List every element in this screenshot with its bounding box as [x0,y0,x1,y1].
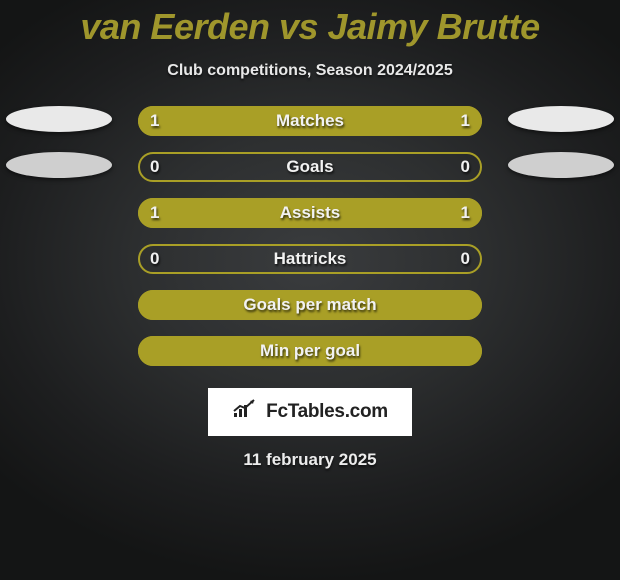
value-right: 1 [461,198,470,228]
bar-label: Assists [138,198,482,228]
stat-row-matches: 1 Matches 1 [0,106,620,152]
logo-box: FcTables.com [208,388,412,436]
pill-left [6,106,112,132]
value-right: 0 [461,152,470,182]
stat-rows: 1 Matches 1 0 Goals 0 1 Assists 1 [0,106,620,382]
logo-text: FcTables.com [266,401,388,423]
stat-row-mpg: Min per goal [0,336,620,382]
bar-label: Hattricks [138,244,482,274]
stat-row-goals: 0 Goals 0 [0,152,620,198]
pill-left [6,152,112,178]
subtitle: Club competitions, Season 2024/2025 [0,62,620,80]
bar-label: Matches [138,106,482,136]
date-label: 11 february 2025 [0,450,620,470]
stat-row-hattricks: 0 Hattricks 0 [0,244,620,290]
bar-label: Goals [138,152,482,182]
stat-row-gpm: Goals per match [0,290,620,336]
bar-label: Goals per match [138,290,482,320]
page-title: van Eerden vs Jaimy Brutte [0,0,620,48]
pill-right [508,152,614,178]
bar-label: Min per goal [138,336,482,366]
value-right: 0 [461,244,470,274]
pill-right [508,106,614,132]
stat-row-assists: 1 Assists 1 [0,198,620,244]
value-right: 1 [461,106,470,136]
logo-icon [232,399,258,425]
